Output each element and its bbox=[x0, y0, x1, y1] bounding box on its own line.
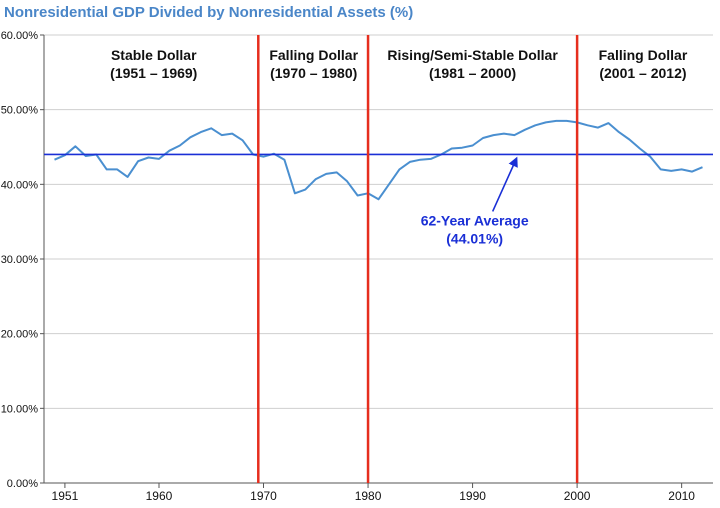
average-annotation: 62-Year Average (44.01%) bbox=[421, 156, 529, 246]
era-label-range: (1970 – 1980) bbox=[270, 65, 357, 81]
chart-title: Nonresidential GDP Divided by Nonresiden… bbox=[4, 4, 414, 21]
y-tick-label: 50.00% bbox=[1, 105, 39, 117]
gridlines bbox=[44, 34, 713, 409]
era-label-title: Falling Dollar bbox=[269, 47, 358, 63]
x-axis: 1951 1960 1970 1980 1990 2000 2010 bbox=[44, 482, 713, 503]
era-labels: Stable Dollar (1951 – 1969) Falling Dollar… bbox=[110, 47, 688, 81]
y-tick-label: 40.00% bbox=[1, 179, 39, 191]
y-axis: 0.00% 10.00% 20.00% 30.00% 40.00% 50.00% 60.00… bbox=[1, 30, 45, 490]
x-tick-label: 1960 bbox=[146, 489, 173, 503]
series-layer bbox=[44, 119, 713, 201]
x-tick-label: 1990 bbox=[459, 489, 486, 503]
era-dividers bbox=[257, 35, 579, 483]
x-tick-label: 1951 bbox=[52, 489, 79, 503]
average-arrow bbox=[491, 156, 518, 212]
y-tick-label: 20.00% bbox=[1, 329, 39, 341]
x-tick-label: 2000 bbox=[564, 489, 591, 503]
era-label-range: (1981 – 2000) bbox=[429, 65, 516, 81]
y-tick-label: 0.00% bbox=[7, 478, 38, 490]
era-label-title: Rising/Semi-Stable Dollar bbox=[387, 47, 558, 63]
era-label-title: Stable Dollar bbox=[111, 47, 197, 63]
average-value-label: (44.01%) bbox=[446, 230, 503, 246]
average-label: 62-Year Average bbox=[421, 212, 529, 228]
era-label-title: Falling Dollar bbox=[599, 47, 688, 63]
series-line bbox=[54, 119, 703, 201]
y-tick-label: 10.00% bbox=[1, 403, 39, 415]
x-tick-label: 2010 bbox=[668, 489, 695, 503]
y-tick-label: 30.00% bbox=[1, 254, 39, 266]
x-tick-label: 1970 bbox=[250, 489, 277, 503]
era-label-range: (1951 – 1969) bbox=[110, 65, 197, 81]
y-tick-label: 60.00% bbox=[1, 30, 39, 42]
era-label-range: (2001 – 2012) bbox=[599, 65, 686, 81]
x-tick-label: 1980 bbox=[355, 489, 382, 503]
